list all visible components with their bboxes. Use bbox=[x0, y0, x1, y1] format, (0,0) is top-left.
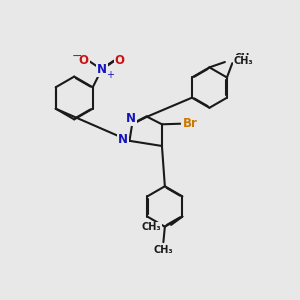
Text: CH₃: CH₃ bbox=[142, 222, 162, 232]
Text: +: + bbox=[106, 70, 114, 80]
Text: Br: Br bbox=[182, 117, 197, 130]
Text: N: N bbox=[126, 112, 136, 125]
Text: N: N bbox=[97, 63, 107, 76]
Text: O: O bbox=[115, 54, 124, 67]
Text: −: − bbox=[71, 50, 82, 63]
Text: N: N bbox=[118, 133, 128, 146]
Text: CH₃: CH₃ bbox=[154, 244, 173, 255]
Text: O: O bbox=[79, 54, 89, 67]
Text: CH₃: CH₃ bbox=[234, 56, 254, 65]
Text: CH₃: CH₃ bbox=[235, 53, 254, 63]
